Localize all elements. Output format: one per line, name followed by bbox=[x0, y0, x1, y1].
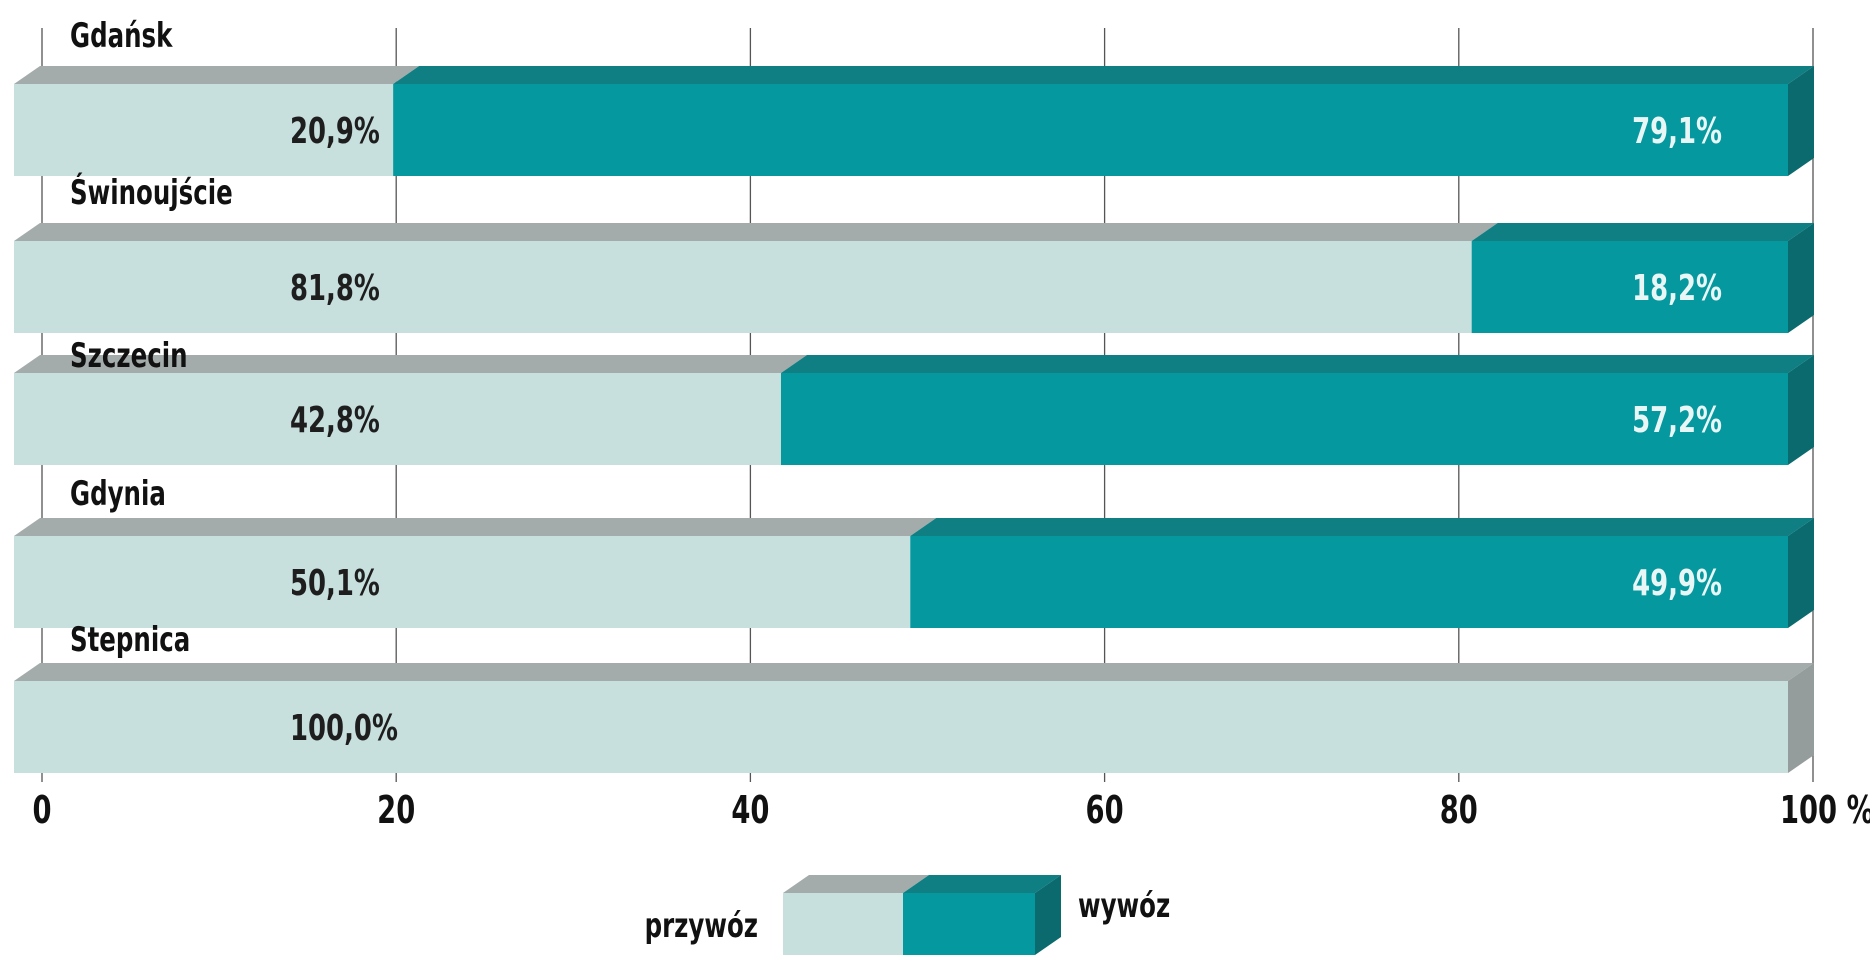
legend-swatch-top-przywoz bbox=[783, 875, 929, 893]
legend-swatch-wywoz bbox=[903, 893, 1035, 955]
bar-row: Stepnica 100,0% bbox=[14, 620, 1814, 773]
bar-przywoz bbox=[14, 681, 1788, 773]
legend-swatch-side-wywoz bbox=[1035, 875, 1061, 955]
data-label-przywoz: 50,1% bbox=[290, 563, 380, 604]
bar-top-przywoz bbox=[14, 355, 807, 373]
data-label-przywoz: 20,9% bbox=[290, 111, 380, 152]
bar-przywoz bbox=[14, 373, 781, 465]
legend-swatch-przywoz bbox=[783, 893, 903, 955]
bars-layer: Gdańsk 20,9% 79,1% Świnoujście 81,8% 18,2% Szc… bbox=[14, 16, 1814, 773]
x-tick-label: 80 bbox=[1440, 787, 1478, 832]
data-label-przywoz: 81,8% bbox=[290, 268, 380, 309]
bar-top-przywoz bbox=[14, 66, 420, 84]
legend: przywóz wywóz bbox=[645, 875, 1170, 955]
bar-wywoz bbox=[910, 536, 1788, 628]
bar-side-wywoz bbox=[1788, 518, 1814, 628]
bar-side-wywoz bbox=[1788, 66, 1814, 176]
bar-top-wywoz bbox=[780, 355, 1814, 373]
bar-wywoz bbox=[780, 373, 1788, 465]
category-label: Gdańsk bbox=[70, 16, 173, 55]
bar-side-wywoz bbox=[1788, 355, 1814, 465]
legend-label-wywoz: wywóz bbox=[1078, 886, 1170, 925]
data-label-wywoz: 49,9% bbox=[1632, 563, 1722, 604]
x-tick-label: 0 bbox=[32, 787, 51, 832]
data-label-wywoz: 18,2% bbox=[1632, 268, 1722, 309]
x-tick-label: 20 bbox=[377, 787, 415, 832]
data-label-wywoz: 79,1% bbox=[1632, 111, 1722, 152]
legend-swatch-top-wywoz bbox=[903, 875, 1061, 893]
bar-row: Gdynia 50,1% 49,9% bbox=[14, 474, 1814, 628]
data-label-przywoz: 42,8% bbox=[290, 400, 380, 441]
bar-row: Gdańsk 20,9% 79,1% bbox=[14, 16, 1814, 176]
bar-top-przywoz bbox=[14, 663, 1814, 681]
bar-top-wywoz bbox=[910, 518, 1814, 536]
bar-wywoz bbox=[393, 84, 1788, 176]
bar-wywoz bbox=[1471, 241, 1788, 333]
category-label: Świnoujście bbox=[70, 171, 233, 212]
category-label: Stepnica bbox=[70, 620, 190, 659]
bar-row: Szczecin 42,8% 57,2% bbox=[14, 336, 1814, 465]
bar-side-przywoz bbox=[1788, 663, 1814, 773]
x-axis-ticks: 0 20 40 60 80 100 % bbox=[32, 787, 1870, 832]
data-label-przywoz: 100,0% bbox=[290, 708, 398, 749]
x-tick-label: 100 % bbox=[1780, 787, 1870, 832]
category-label: Szczecin bbox=[70, 336, 188, 375]
bar-top-wywoz bbox=[393, 66, 1814, 84]
bar-przywoz bbox=[14, 241, 1472, 333]
bar-top-wywoz bbox=[1471, 223, 1814, 241]
bar-top-przywoz bbox=[14, 518, 937, 536]
data-label-wywoz: 57,2% bbox=[1632, 400, 1722, 441]
bar-top-przywoz bbox=[14, 223, 1498, 241]
bar-side-wywoz bbox=[1788, 223, 1814, 333]
category-label: Gdynia bbox=[70, 474, 166, 513]
legend-label-przywoz: przywóz bbox=[645, 906, 758, 945]
bar-row: Świnoujście 81,8% 18,2% bbox=[14, 171, 1814, 333]
bar-przywoz bbox=[14, 536, 911, 628]
x-tick-label: 40 bbox=[731, 787, 769, 832]
bar-przywoz bbox=[14, 84, 394, 176]
x-tick-label: 60 bbox=[1086, 787, 1124, 832]
